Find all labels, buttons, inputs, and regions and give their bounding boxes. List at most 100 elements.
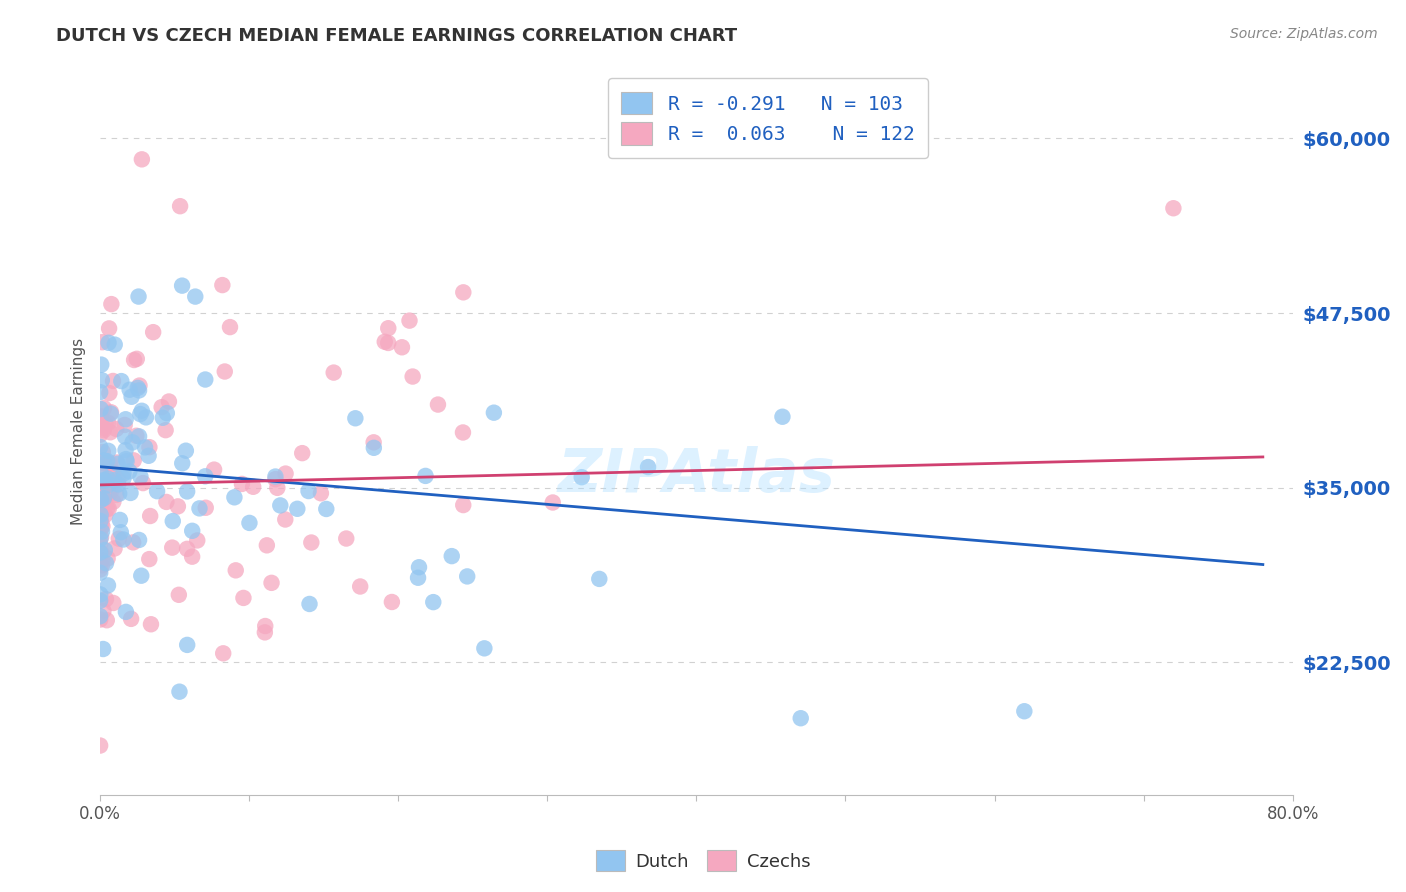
Point [97,551,120,566]
Point [176,541,198,556]
Point [96,454,118,468]
Point [90,492,112,507]
Point [89,427,111,442]
Point [107,532,129,546]
Point [131,404,153,418]
Point [105,488,128,502]
Point [138,552,160,566]
Point [89,739,111,753]
Point [112,471,135,485]
Point [401,369,423,384]
Point [588,572,610,586]
Point [349,580,371,594]
Point [122,535,145,549]
Point [225,563,247,577]
Point [453,285,475,300]
Point [94,417,117,431]
Point [112,467,135,481]
Point [108,513,131,527]
Point [254,619,277,633]
Point [97,335,120,350]
Point [138,449,160,463]
Point [238,516,260,530]
Point [181,524,204,538]
Point [120,486,142,500]
Point [381,595,404,609]
Point [100,407,122,421]
Point [162,541,184,555]
Point [89,609,111,624]
Point [139,508,162,523]
Point [391,340,413,354]
Point [363,435,385,450]
Point [309,486,332,500]
Point [451,425,474,440]
Point [89,566,111,580]
Point [97,472,120,486]
Y-axis label: Median Female Earnings: Median Female Earnings [72,338,86,525]
Point [169,684,191,698]
Point [541,495,564,509]
Point [89,499,111,513]
Point [89,593,111,607]
Point [90,409,112,424]
Point [408,560,430,574]
Point [125,351,148,366]
Point [128,289,150,303]
Point [93,491,115,505]
Point [363,441,385,455]
Point [89,440,111,454]
Point [415,469,437,483]
Point [114,412,136,426]
Point [157,394,180,409]
Point [214,364,236,378]
Point [97,443,120,458]
Point [89,587,111,601]
Point [186,533,208,548]
Point [107,457,129,471]
Point [772,409,794,424]
Point [110,374,132,388]
Point [285,501,308,516]
Point [242,480,264,494]
Point [122,353,145,368]
Point [91,455,114,469]
Point [89,613,111,627]
Point [98,321,121,335]
Point [98,456,121,470]
Point [91,519,114,533]
Point [93,604,115,618]
Point [406,571,429,585]
Point [91,484,114,499]
Point [790,711,813,725]
Point [115,452,138,467]
Point [114,417,136,432]
Point [169,199,191,213]
Point [103,466,125,480]
Point [571,470,593,484]
Point [146,484,169,499]
Point [90,500,112,514]
Point [232,591,254,605]
Point [89,562,111,576]
Point [94,556,117,570]
Point [93,453,115,467]
Point [91,524,114,539]
Point [155,423,177,437]
Point [115,605,138,619]
Point [212,646,235,660]
Point [90,478,112,492]
Point [89,514,111,528]
Point [100,485,122,500]
Point [297,484,319,499]
Point [90,508,112,522]
Point [94,508,117,522]
Point [456,569,478,583]
Point [451,498,474,512]
Point [129,469,152,483]
Point [90,402,112,417]
Point [115,454,138,468]
Point [104,337,127,351]
Point [98,486,121,500]
Point [440,549,463,563]
